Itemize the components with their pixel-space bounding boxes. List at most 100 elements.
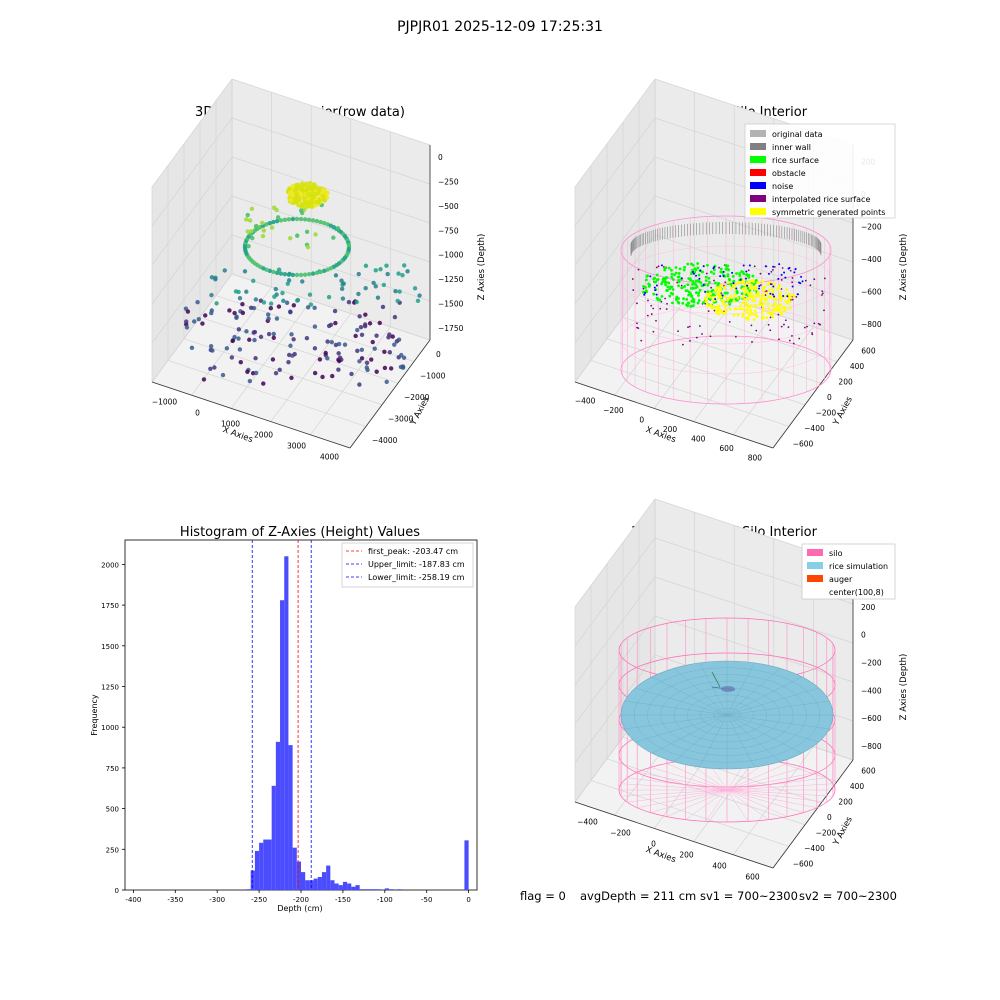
p1-point [237, 347, 243, 352]
p4-legend-label: center(100,8) [829, 588, 884, 597]
p2-rice-point [697, 294, 700, 297]
p2-interp-point [788, 339, 791, 342]
p1-point [290, 216, 296, 222]
p1-point [245, 212, 250, 218]
p4-silo-spoke [726, 789, 827, 803]
p1-point [209, 275, 215, 280]
p2-symmetric-point [723, 312, 727, 316]
p1-point [341, 281, 346, 286]
p2-interp-point [769, 316, 772, 319]
p2-interp-point [777, 313, 780, 316]
p2-interp-point [709, 335, 712, 338]
p4-silo-spoke [666, 763, 728, 791]
p1-point [252, 337, 257, 343]
p1-point [382, 365, 388, 371]
avg-depth-text: avgDepth = 211 cm [580, 889, 696, 903]
p1-point [274, 316, 280, 321]
p2-interp-point [707, 310, 710, 312]
p2-interp-point [665, 308, 668, 311]
p1-point [278, 218, 284, 223]
p1-point [317, 187, 322, 193]
p1-z-tick-label: −1000 [438, 251, 464, 260]
p2-y-tick-label: −200 [816, 408, 837, 417]
p2-noise-point [721, 294, 724, 297]
p2-noise-point [793, 271, 796, 274]
p1-point [278, 271, 284, 276]
p1-point [281, 298, 286, 304]
p1-point [355, 327, 360, 333]
p2-interp-point [747, 269, 750, 272]
p2-interp-point [771, 268, 774, 271]
p2-rice-point [706, 283, 710, 287]
hist-ylabel: Frequency [90, 694, 99, 736]
p1-point [232, 310, 237, 316]
p2-symmetric-point [767, 288, 771, 292]
p2-noise-point [731, 271, 734, 274]
p4-z-tick-label: −200 [861, 659, 882, 668]
hist-bar [334, 883, 339, 890]
p1-point [336, 367, 341, 372]
p1-point [295, 298, 300, 303]
p4-silo-spoke [726, 789, 749, 822]
hist-bar [347, 883, 352, 890]
p2-symmetric-point [779, 311, 783, 315]
p2-interp-point [695, 336, 698, 339]
p2-rice-point [694, 283, 698, 287]
p2-noise-point [712, 267, 715, 270]
hist-xlabel: Depth (cm) [277, 904, 322, 913]
p1-point [394, 339, 400, 344]
p2-symmetric-point [757, 281, 761, 285]
p2-rice-point [665, 276, 669, 280]
p2-rice-point [656, 278, 660, 281]
p1-point [185, 309, 191, 314]
p2-rice-point [652, 292, 656, 296]
p2-symmetric-point [744, 304, 748, 308]
hist-bar [368, 889, 373, 890]
p2-noise-point [722, 275, 725, 278]
p1-point [307, 180, 313, 186]
p2-interp-point [724, 281, 727, 284]
p2-rice-point [682, 297, 685, 301]
p2-legend-label: original data [772, 130, 823, 139]
p1-point [307, 292, 313, 297]
p2-symmetric-point [741, 287, 745, 291]
p2-interp-point [701, 333, 703, 335]
p2-rice-point [728, 302, 732, 306]
p2-noise-point [782, 294, 785, 297]
p2-interp-point [819, 323, 822, 326]
p1-point [340, 296, 346, 301]
p2-symmetric-point [774, 303, 777, 307]
hist-bar [389, 889, 394, 890]
p2-symmetric-point [717, 306, 721, 310]
p2-rice-point [689, 292, 693, 296]
p2-interp-point [666, 302, 668, 305]
p1-point [302, 217, 308, 222]
p2-noise-point [698, 277, 701, 280]
p4-y-tick-label: 600 [861, 767, 876, 776]
p4-z-axis-label: Z Axies (Depth) [899, 654, 909, 721]
p1-point [356, 291, 361, 297]
p4-rice-mesh-spoke [624, 700, 728, 716]
p1-point [289, 332, 294, 337]
p2-noise-point [773, 295, 776, 298]
p4-y-tick-label: 400 [850, 782, 865, 791]
p2-interp-point [765, 290, 768, 292]
p4-left-pane [575, 499, 655, 802]
p1-point [320, 374, 325, 380]
p1-z-tick-label: −250 [438, 178, 459, 187]
p2-rice-point [735, 289, 739, 293]
p2-interp-point [631, 278, 634, 280]
p1-point [245, 369, 250, 374]
p1-point [298, 191, 304, 197]
p2-symmetric-point [744, 301, 748, 305]
hist-bar [326, 865, 331, 890]
p2-symmetric-point [708, 292, 712, 295]
p2-legend-label: noise [772, 182, 793, 191]
p4-rice-mesh-spoke [726, 668, 781, 716]
p1-point [293, 197, 298, 202]
p2-rice-point [732, 279, 736, 283]
p2-interp-point [821, 294, 823, 296]
p4-y-tick-label: −200 [816, 828, 837, 837]
p2-legend-label: rice surface [772, 156, 819, 165]
p2-z-tick-label: −200 [861, 222, 882, 231]
